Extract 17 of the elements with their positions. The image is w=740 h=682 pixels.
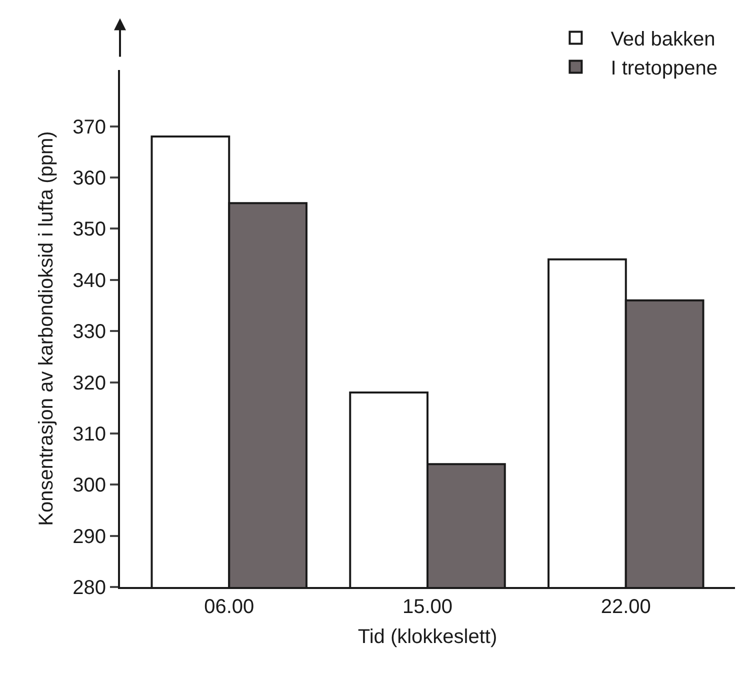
x-tick-label: 22.00 xyxy=(600,596,651,618)
y-tick-label: 370 xyxy=(72,116,106,138)
y-tick-label: 310 xyxy=(72,423,106,446)
x-tick-label: 15.00 xyxy=(402,596,453,618)
x-tick-label: 06.00 xyxy=(204,596,254,618)
y-tick-label: 340 xyxy=(72,270,106,292)
x-axis-title: Tid (klokkeslett) xyxy=(358,626,498,648)
y-tick-label: 280 xyxy=(72,577,106,599)
legend-label: I tretoppene xyxy=(610,58,718,80)
y-tick-label: 330 xyxy=(72,321,106,344)
y-axis-title: Konsentrasjon av karbondioksid i lufta (ppm) xyxy=(36,131,58,526)
y-tick-label: 300 xyxy=(72,474,106,497)
y-tick-label: 350 xyxy=(72,218,106,241)
y-tick-label: 320 xyxy=(72,372,106,394)
legend-label: Ved bakken xyxy=(610,28,716,51)
y-tick-label: 360 xyxy=(72,168,106,190)
y-tick-label: 290 xyxy=(72,526,106,548)
